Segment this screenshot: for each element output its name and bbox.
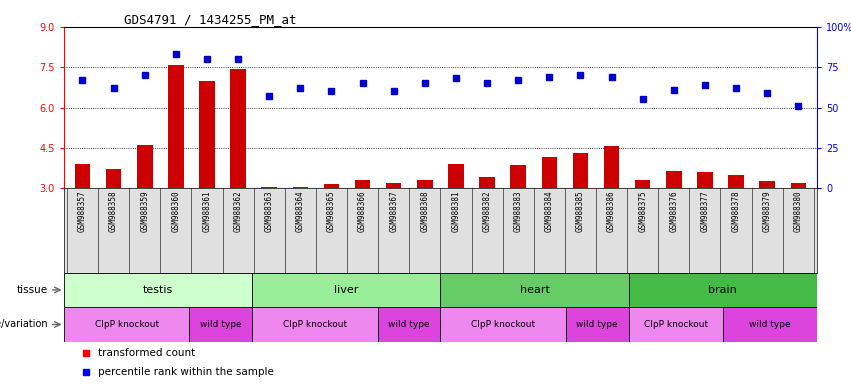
Text: genotype/variation: genotype/variation: [0, 319, 49, 329]
Text: heart: heart: [520, 285, 550, 295]
Text: GSM988367: GSM988367: [389, 191, 398, 232]
Text: GSM988377: GSM988377: [700, 191, 710, 232]
Text: GSM988382: GSM988382: [483, 191, 492, 232]
Bar: [759, 182, 775, 188]
Bar: [64, 307, 189, 342]
Text: GSM988385: GSM988385: [576, 191, 585, 232]
Bar: [448, 164, 464, 188]
Text: GSM988386: GSM988386: [607, 191, 616, 232]
Text: brain: brain: [708, 285, 737, 295]
Bar: [323, 184, 340, 188]
Text: GSM988358: GSM988358: [109, 191, 118, 232]
Text: transformed count: transformed count: [98, 348, 195, 358]
Text: GSM988383: GSM988383: [514, 191, 523, 232]
Text: testis: testis: [143, 285, 173, 295]
Bar: [440, 273, 629, 307]
Bar: [293, 187, 308, 188]
Bar: [541, 157, 557, 188]
Text: GSM988381: GSM988381: [451, 191, 460, 232]
Bar: [252, 273, 440, 307]
Text: GSM988361: GSM988361: [203, 191, 212, 232]
Bar: [189, 307, 252, 342]
Bar: [629, 307, 722, 342]
Text: ClpP knockout: ClpP knockout: [94, 320, 158, 329]
Bar: [440, 307, 566, 342]
Text: GSM988360: GSM988360: [171, 191, 180, 232]
Text: GSM988379: GSM988379: [762, 191, 772, 232]
Bar: [479, 177, 494, 188]
Bar: [378, 307, 440, 342]
Text: percentile rank within the sample: percentile rank within the sample: [98, 367, 273, 377]
Bar: [231, 68, 246, 188]
Bar: [697, 172, 712, 188]
Text: GSM988366: GSM988366: [358, 191, 367, 232]
Bar: [106, 169, 122, 188]
Text: GSM988384: GSM988384: [545, 191, 554, 232]
Bar: [137, 145, 152, 188]
Bar: [75, 164, 90, 188]
Text: liver: liver: [334, 285, 358, 295]
Bar: [728, 175, 744, 188]
Text: GSM988362: GSM988362: [234, 191, 243, 232]
Text: GSM988375: GSM988375: [638, 191, 647, 232]
Text: wild type: wild type: [576, 320, 618, 329]
Text: GSM988363: GSM988363: [265, 191, 274, 232]
Text: wild type: wild type: [200, 320, 242, 329]
Bar: [355, 180, 370, 188]
Bar: [252, 307, 378, 342]
Text: GSM988357: GSM988357: [78, 191, 87, 232]
Text: wild type: wild type: [388, 320, 430, 329]
Text: GSM988378: GSM988378: [732, 191, 740, 232]
Text: ClpP knockout: ClpP knockout: [643, 320, 708, 329]
Text: ClpP knockout: ClpP knockout: [283, 320, 347, 329]
Text: GSM988368: GSM988368: [420, 191, 430, 232]
Bar: [386, 183, 402, 188]
Bar: [417, 180, 432, 188]
Bar: [168, 65, 184, 188]
Text: tissue: tissue: [17, 285, 49, 295]
Bar: [573, 153, 588, 188]
Text: GSM988364: GSM988364: [296, 191, 305, 232]
Text: GSM988380: GSM988380: [794, 191, 802, 232]
Bar: [511, 165, 526, 188]
Bar: [791, 183, 806, 188]
Bar: [199, 81, 214, 188]
Bar: [261, 187, 277, 188]
Text: ClpP knockout: ClpP knockout: [471, 320, 535, 329]
Bar: [566, 307, 629, 342]
Text: GDS4791 / 1434255_PM_at: GDS4791 / 1434255_PM_at: [124, 13, 297, 26]
Text: GSM988359: GSM988359: [140, 191, 149, 232]
Text: GSM988376: GSM988376: [669, 191, 678, 232]
Text: wild type: wild type: [749, 320, 791, 329]
Bar: [666, 170, 682, 188]
Bar: [603, 147, 620, 188]
Text: GSM988365: GSM988365: [327, 191, 336, 232]
Bar: [629, 273, 817, 307]
Bar: [635, 180, 650, 188]
Bar: [722, 307, 817, 342]
Bar: [64, 273, 252, 307]
